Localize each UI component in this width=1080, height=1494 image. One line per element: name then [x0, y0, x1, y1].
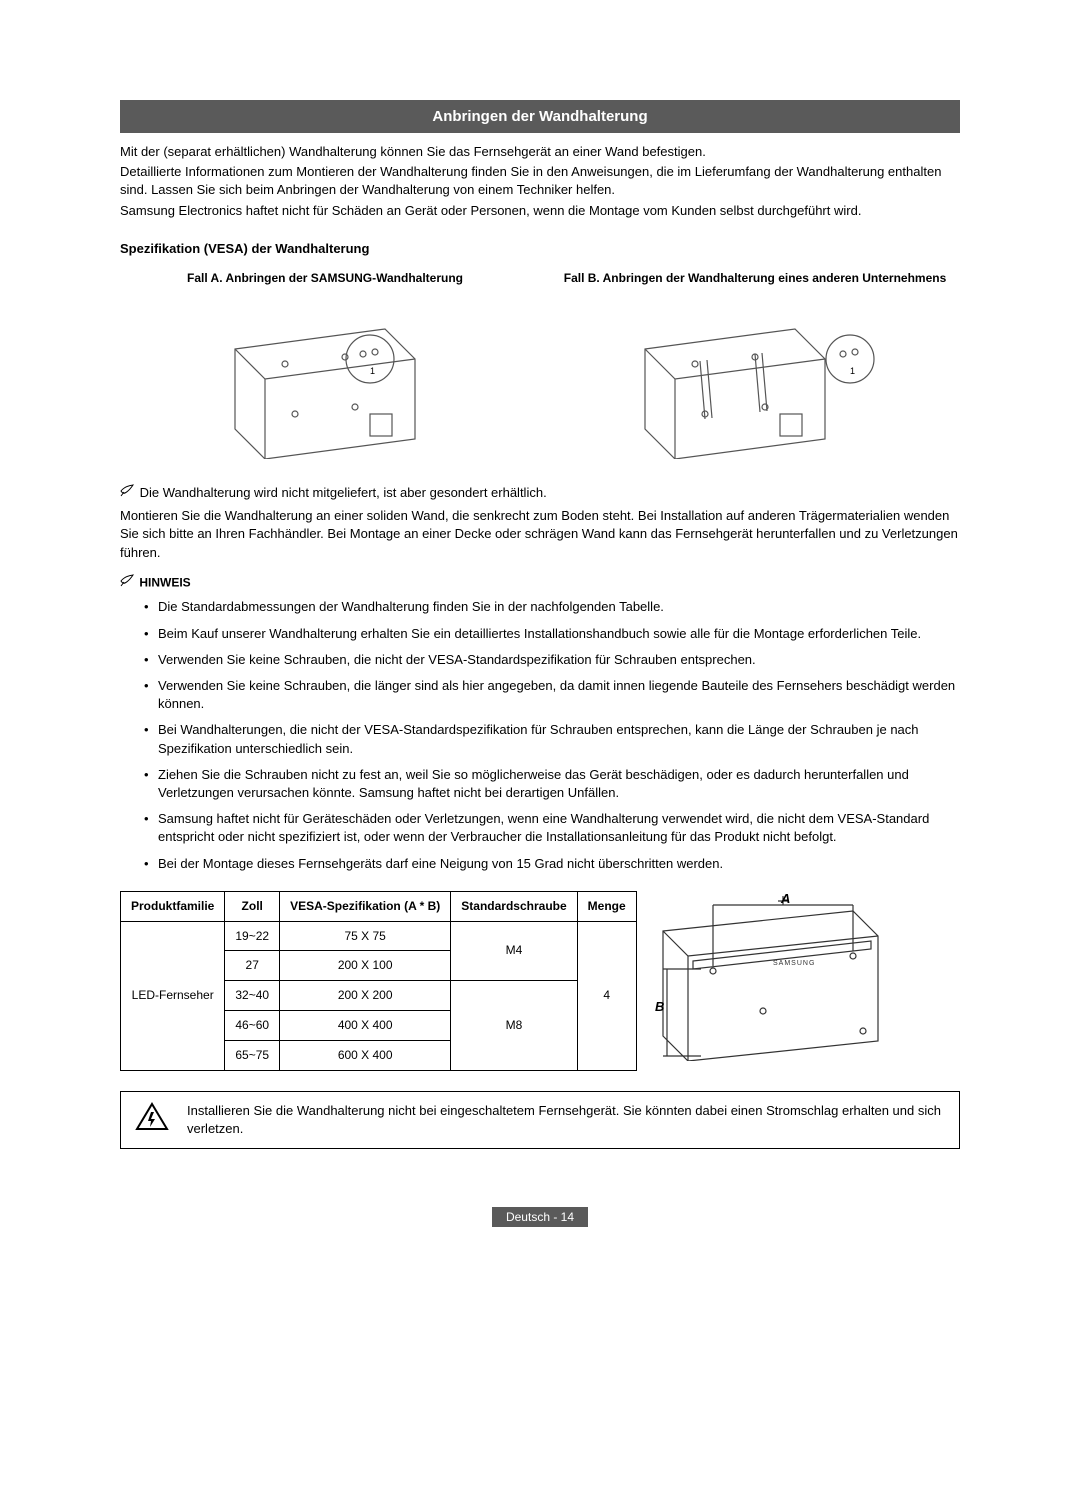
- table-and-diagram-row: Produktfamilie Zoll VESA-Spezifikation (…: [120, 883, 960, 1071]
- section-title-bar: Anbringen der Wandhalterung: [120, 100, 960, 133]
- col-zoll: Zoll: [225, 891, 280, 921]
- case-b: Fall B. Anbringen der Wandhalterung eine…: [550, 270, 960, 464]
- spec-heading: Spezifikation (VESA) der Wandhalterung: [120, 240, 960, 258]
- section-title: Anbringen der Wandhalterung: [432, 108, 647, 125]
- diagram-label-b: B: [655, 999, 664, 1014]
- list-item: Beim Kauf unserer Wandhalterung erhalten…: [148, 625, 960, 643]
- intro-block: Mit der (separat erhältlichen) Wandhalte…: [120, 143, 960, 220]
- intro-line: Samsung Electronics haftet nicht für Sch…: [120, 202, 960, 220]
- col-vesa: VESA-Spezifikation (A * B): [280, 891, 451, 921]
- warning-icon: [135, 1102, 169, 1137]
- note-icon: [120, 484, 136, 503]
- col-qty: Menge: [577, 891, 636, 921]
- case-b-label: Fall B. Anbringen der Wandhalterung eine…: [550, 270, 960, 302]
- note-line-1: Die Wandhalterung wird nicht mitgeliefer…: [120, 484, 960, 503]
- intro-line: Mit der (separat erhältlichen) Wandhalte…: [120, 143, 960, 161]
- svg-text:1: 1: [850, 366, 855, 376]
- warning-box: Installieren Sie die Wandhalterung nicht…: [120, 1091, 960, 1149]
- hinweis-heading: HINWEIS: [120, 574, 960, 593]
- intro-line: Detaillierte Informationen zum Montieren…: [120, 163, 960, 199]
- page-footer: Deutsch - 14: [120, 1209, 960, 1226]
- hinweis-label-text: HINWEIS: [139, 575, 190, 589]
- svg-text:1: 1: [370, 366, 375, 376]
- diagram-label-a: A: [780, 891, 790, 906]
- cell-qty: 4: [577, 921, 636, 1070]
- cell-zoll: 19~22: [225, 921, 280, 951]
- list-item: Samsung haftet nicht für Geräteschäden o…: [148, 810, 960, 846]
- cell-vesa: 200 X 100: [280, 951, 451, 981]
- cell-vesa: 600 X 400: [280, 1040, 451, 1070]
- cell-vesa: 75 X 75: [280, 921, 451, 951]
- cell-screw-m8: M8: [451, 981, 577, 1070]
- list-item: Bei Wandhalterungen, die nicht der VESA-…: [148, 721, 960, 757]
- case-row: Fall A. Anbringen der SAMSUNG-Wandhalter…: [120, 270, 960, 464]
- vesa-spec-table: Produktfamilie Zoll VESA-Spezifikation (…: [120, 891, 637, 1071]
- list-item: Bei der Montage dieses Fernsehgeräts dar…: [148, 855, 960, 873]
- case-a-label: Fall A. Anbringen der SAMSUNG-Wandhalter…: [120, 270, 530, 302]
- list-item: Verwenden Sie keine Schrauben, die länge…: [148, 677, 960, 713]
- cell-screw-m4: M4: [451, 921, 577, 981]
- cell-family: LED-Fernseher: [121, 921, 225, 1070]
- case-b-diagram: 1: [550, 314, 960, 464]
- cell-vesa: 200 X 200: [280, 981, 451, 1011]
- cell-zoll: 65~75: [225, 1040, 280, 1070]
- tv-back-diagram: A B SAMSUNG: [653, 883, 893, 1066]
- note-icon: [120, 574, 136, 593]
- warning-text: Installieren Sie die Wandhalterung nicht…: [187, 1102, 945, 1138]
- case-a: Fall A. Anbringen der SAMSUNG-Wandhalter…: [120, 270, 530, 464]
- cell-zoll: 46~60: [225, 1010, 280, 1040]
- list-item: Verwenden Sie keine Schrauben, die nicht…: [148, 651, 960, 669]
- table-header-row: Produktfamilie Zoll VESA-Spezifikation (…: [121, 891, 637, 921]
- cell-vesa: 400 X 400: [280, 1010, 451, 1040]
- col-family: Produktfamilie: [121, 891, 225, 921]
- cell-zoll: 27: [225, 951, 280, 981]
- page-footer-label: Deutsch - 14: [492, 1207, 588, 1227]
- list-item: Ziehen Sie die Schrauben nicht zu fest a…: [148, 766, 960, 802]
- svg-text:SAMSUNG: SAMSUNG: [773, 960, 815, 967]
- cell-zoll: 32~40: [225, 981, 280, 1011]
- hinweis-list: Die Standardabmessungen der Wandhalterun…: [120, 598, 960, 872]
- body-paragraph: Montieren Sie die Wandhalterung an einer…: [120, 507, 960, 562]
- list-item: Die Standardabmessungen der Wandhalterun…: [148, 598, 960, 616]
- case-a-diagram: 1: [120, 314, 530, 464]
- note-text: Die Wandhalterung wird nicht mitgeliefer…: [140, 485, 547, 500]
- table-row: LED-Fernseher 19~22 75 X 75 M4 4: [121, 921, 637, 951]
- col-screw: Standardschraube: [451, 891, 577, 921]
